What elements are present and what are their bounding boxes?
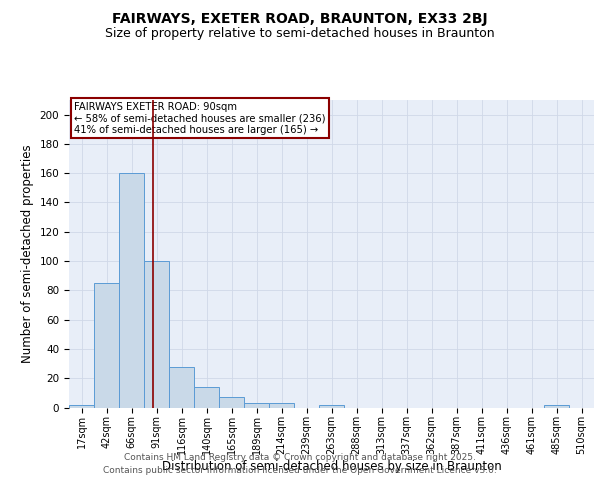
Bar — [169, 366, 194, 408]
Text: FAIRWAYS EXETER ROAD: 90sqm
← 58% of semi-detached houses are smaller (236)
41% : FAIRWAYS EXETER ROAD: 90sqm ← 58% of sem… — [74, 102, 326, 134]
Bar — [94, 283, 119, 408]
Bar — [119, 173, 144, 408]
X-axis label: Distribution of semi-detached houses by size in Braunton: Distribution of semi-detached houses by … — [161, 460, 502, 473]
Y-axis label: Number of semi-detached properties: Number of semi-detached properties — [21, 144, 34, 363]
Bar — [269, 403, 294, 407]
Bar — [194, 387, 219, 407]
Bar — [69, 404, 94, 407]
Bar — [544, 404, 569, 407]
Text: FAIRWAYS, EXETER ROAD, BRAUNTON, EX33 2BJ: FAIRWAYS, EXETER ROAD, BRAUNTON, EX33 2B… — [112, 12, 488, 26]
Bar — [219, 397, 244, 407]
Bar — [319, 404, 344, 407]
Bar — [144, 261, 169, 408]
Text: Contains public sector information licensed under the Open Government Licence v3: Contains public sector information licen… — [103, 466, 497, 475]
Text: Size of property relative to semi-detached houses in Braunton: Size of property relative to semi-detach… — [105, 28, 495, 40]
Bar — [244, 403, 269, 407]
Text: Contains HM Land Registry data © Crown copyright and database right 2025.: Contains HM Land Registry data © Crown c… — [124, 452, 476, 462]
